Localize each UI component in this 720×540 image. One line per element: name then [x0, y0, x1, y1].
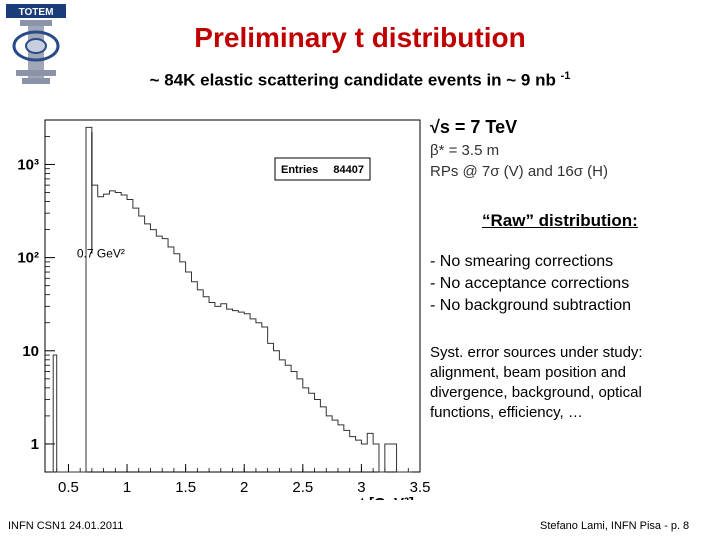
x-tick-label: 0.5: [58, 479, 79, 496]
series-layer: [52, 126, 413, 473]
slide-title: Preliminary t distribution: [194, 22, 526, 53]
x-tick-label: 1: [123, 479, 131, 496]
corrections-list: - No smearing corrections - No acceptanc…: [430, 251, 631, 317]
y-tick-label: 10: [22, 343, 39, 360]
x-tick-label: 3: [357, 479, 365, 496]
x-tick-label: 1.5: [175, 479, 196, 496]
totem-logo-icon: TOTEM: [6, 4, 66, 86]
list-item: - No acceptance corrections: [430, 275, 630, 292]
chart-svg: 0.5 1 1.5 2 2.5 3 3.5 1 10 10² 10³ t [GeV²] 0.7 GeV²…: [17, 119, 430, 512]
x-axis-label: t [GeV²]: [360, 495, 414, 500]
footer-author: Stefano Lami, INFN Pisa - p. 8: [540, 520, 690, 532]
list-item: - No smearing corrections: [430, 253, 614, 270]
y-tick-label: 10²: [17, 250, 39, 267]
roman-pots-label: RPs @ 7σ (V) and 16σ (H): [430, 163, 608, 180]
histogram-series: [52, 126, 413, 473]
slide-subtitle: ~ 84K elastic scattering candidate event…: [0, 70, 720, 91]
t-distribution-plot: 0.5 1 1.5 2 2.5 3 3.5 1 10 10² 10³ t [GeV²] 0.7 GeV²…: [0, 100, 430, 512]
list-item: - No background subtraction: [430, 297, 631, 314]
x-tick-label: 3.5: [410, 479, 430, 496]
cut-annotation: 0.7 GeV²: [77, 247, 125, 261]
footer-date: INFN CSN1 24.01.2011: [8, 520, 124, 532]
systematics-note: Syst. error sources under study: alignme…: [430, 344, 643, 421]
stats-box: [274, 157, 371, 181]
logo-text: TOTEM: [19, 7, 54, 18]
subtitle-exponent: -1: [560, 70, 571, 82]
energy-label: √s = 7 TeV: [430, 117, 518, 137]
y-tick-label: 10³: [17, 156, 39, 173]
subtitle-text: ~ 84K elastic scattering candidate event…: [149, 70, 556, 90]
y-tick-label: 1: [31, 436, 39, 453]
stats-entries-value: 84407: [333, 164, 364, 176]
x-tick-label: 2.5: [292, 479, 313, 496]
beta-star-label: β* = 3.5 m: [430, 142, 500, 159]
stats-entries-label: Entries: [281, 164, 318, 176]
raw-distribution-heading: “Raw” distribution:: [482, 211, 638, 230]
x-tick-label: 2: [240, 479, 248, 496]
